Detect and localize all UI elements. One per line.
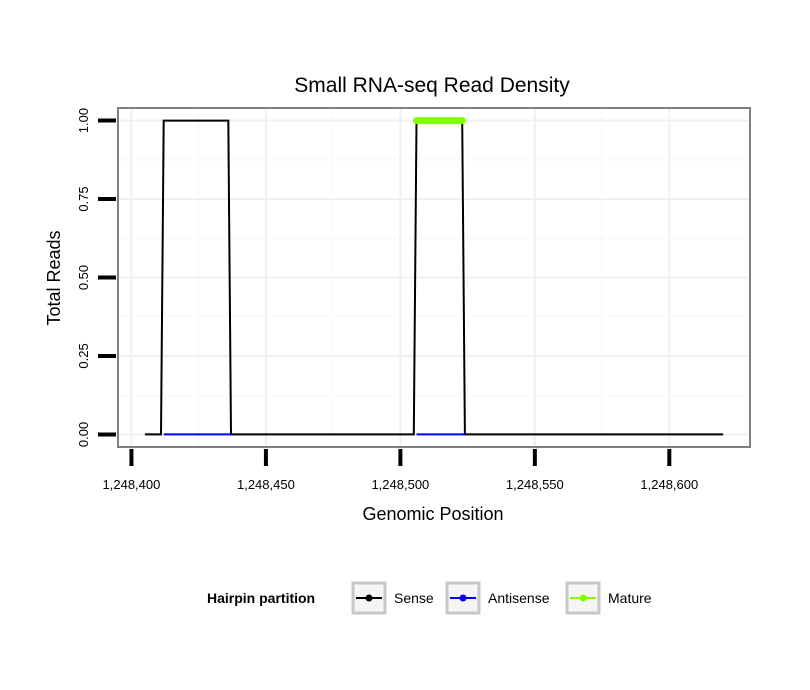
y-tick-label: 1.00 [76, 108, 91, 133]
x-axis-title: Genomic Position [362, 504, 503, 524]
x-tick-label: 1,248,550 [506, 477, 564, 492]
x-tick-label: 1,248,500 [371, 477, 429, 492]
y-tick-label: 0.50 [76, 265, 91, 290]
legend-label: Sense [394, 590, 434, 606]
x-tick-label: 1,248,600 [640, 477, 698, 492]
x-tick-label: 1,248,400 [103, 477, 161, 492]
legend-key-point [365, 594, 373, 602]
plot-border [117, 107, 751, 448]
legend-title: Hairpin partition [207, 590, 315, 606]
legend-label: Mature [608, 590, 652, 606]
y-axis: 0.00 0.25 0.50 0.75 1.00 [76, 108, 116, 447]
legend-key-point [459, 594, 467, 602]
legend-item-mature: Mature [565, 581, 652, 615]
legend-key-point [579, 594, 587, 602]
series-layer [144, 117, 724, 436]
x-axis: 1,248,400 1,248,450 1,248,500 1,248,550 1,24… [103, 449, 698, 492]
series-line-sense [144, 119, 724, 436]
y-tick-label: 0.00 [76, 422, 91, 447]
legend: Hairpin partition Sense Antisense Mature [207, 581, 652, 615]
y-tick-label: 0.25 [76, 343, 91, 368]
chart-title: Small RNA-seq Read Density [294, 74, 570, 97]
y-axis-title: Total Reads [44, 230, 64, 325]
y-tick-label: 0.75 [76, 186, 91, 211]
legend-item-sense: Sense [351, 581, 434, 615]
legend-item-antisense: Antisense [445, 581, 550, 615]
x-tick-label: 1,248,450 [237, 477, 295, 492]
legend-keys: Sense Antisense Mature [351, 581, 652, 615]
legend-label: Antisense [488, 590, 550, 606]
